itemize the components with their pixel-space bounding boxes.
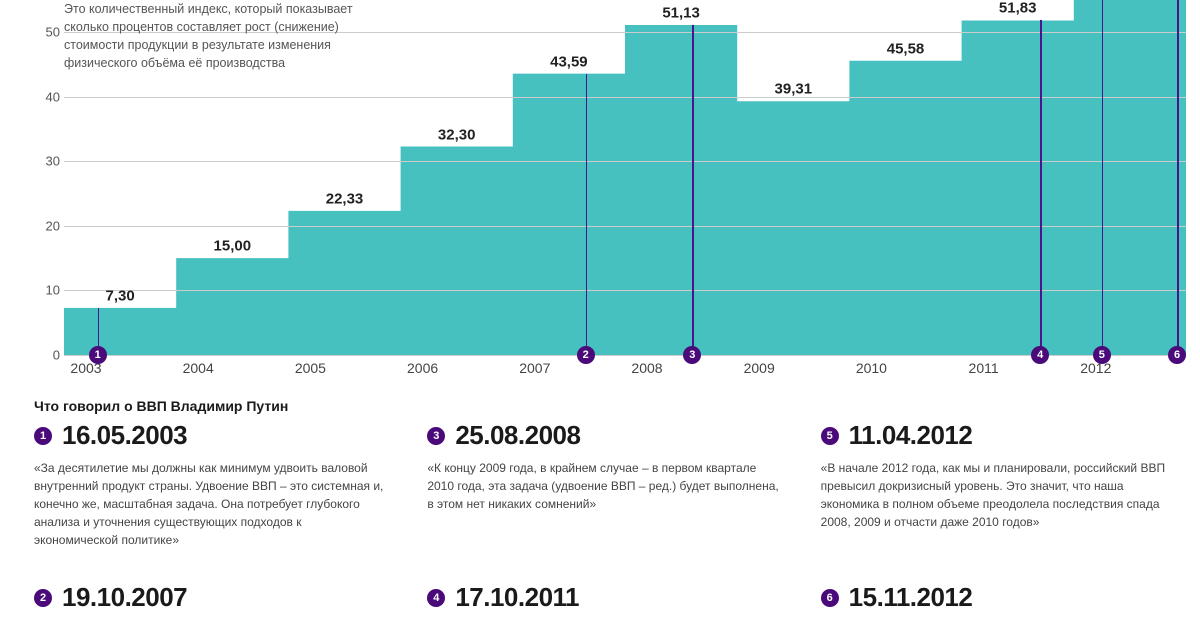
quote-1: 1 16.05.2003 «За десятилетие мы должны как… <box>34 420 387 549</box>
quote-number-badge: 2 <box>34 589 52 607</box>
quote-text: «За десятилетие мы должны как минимум уд… <box>34 459 387 549</box>
marker-stem <box>586 74 588 355</box>
quote-number-badge: 6 <box>821 589 839 607</box>
y-tick-label: 20 <box>36 218 60 233</box>
marker-dot-3: 3 <box>683 346 701 364</box>
marker-stem <box>692 25 694 355</box>
value-label: 15,00 <box>214 238 252 255</box>
quote-number-badge: 3 <box>427 427 445 445</box>
x-tick-label: 2008 <box>631 360 662 376</box>
quote-number-badge: 1 <box>34 427 52 445</box>
quote-number-badge: 4 <box>427 589 445 607</box>
x-tick-label: 2009 <box>744 360 775 376</box>
value-label: 22,33 <box>326 190 364 207</box>
x-tick-label: 2007 <box>519 360 550 376</box>
quote-2: 2 19.10.2007 <box>34 582 387 621</box>
quote-number-badge: 5 <box>821 427 839 445</box>
y-tick-label: 0 <box>36 348 60 363</box>
quote-head: 3 25.08.2008 <box>427 420 780 451</box>
quote-head: 6 15.11.2012 <box>821 582 1174 613</box>
quote-date: 16.05.2003 <box>62 420 187 451</box>
value-label: 7,30 <box>105 287 134 304</box>
quote-date: 11.04.2012 <box>849 420 973 451</box>
quotes-section-title: Что говорил о ВВП Владимир Путин <box>34 398 288 414</box>
y-tick-label: 30 <box>36 154 60 169</box>
quote-3: 3 25.08.2008 «К концу 2009 года, в крайнем… <box>427 420 780 549</box>
gridline <box>64 161 1186 162</box>
marker-stem <box>1040 20 1042 355</box>
gridline <box>64 97 1186 98</box>
gridline <box>64 226 1186 227</box>
marker-stem <box>1102 0 1104 355</box>
quote-4: 4 17.10.2011 <box>427 582 780 621</box>
quote-text: «В начале 2012 года, как мы и планировал… <box>821 459 1174 531</box>
y-tick-label: 10 <box>36 283 60 298</box>
quote-date: 19.10.2007 <box>62 582 187 613</box>
y-tick-label: 40 <box>36 89 60 104</box>
quote-6: 6 15.11.2012 <box>821 582 1174 621</box>
x-tick-label: 2004 <box>183 360 214 376</box>
value-label: 51,13 <box>662 5 700 22</box>
quote-text: «К концу 2009 года, в крайнем случае – в… <box>427 459 780 513</box>
marker-dot-4: 4 <box>1031 346 1049 364</box>
quotes-row-1: 1 16.05.2003 «За десятилетие мы должны как… <box>34 420 1174 549</box>
marker-dot-5: 5 <box>1093 346 1111 364</box>
value-label: 51,83 <box>999 0 1037 17</box>
x-tick-label: 2010 <box>856 360 887 376</box>
chart-description: Это количественный индекс, который показ… <box>64 0 394 73</box>
marker-dot-6: 6 <box>1168 346 1186 364</box>
quote-head: 1 16.05.2003 <box>34 420 387 451</box>
quotes-row-2: 2 19.10.2007 4 17.10.2011 6 15.11.2012 <box>34 582 1174 621</box>
value-label: 43,59 <box>550 53 588 70</box>
x-tick-label: 2011 <box>969 360 999 376</box>
quote-head: 4 17.10.2011 <box>427 582 780 613</box>
marker-dot-2: 2 <box>577 346 595 364</box>
value-label: 32,30 <box>438 126 476 143</box>
value-label: 45,58 <box>887 40 925 57</box>
y-tick-label: 50 <box>36 25 60 40</box>
quote-date: 25.08.2008 <box>455 420 580 451</box>
x-tick-label: 2005 <box>295 360 326 376</box>
quote-head: 2 19.10.2007 <box>34 582 387 613</box>
gridline <box>64 290 1186 291</box>
marker-stem <box>1177 0 1179 355</box>
gridline <box>64 355 1186 356</box>
quote-head: 5 11.04.2012 <box>821 420 1174 451</box>
x-tick-label: 2006 <box>407 360 438 376</box>
quote-date: 17.10.2011 <box>455 582 579 613</box>
value-label: 39,31 <box>775 81 813 98</box>
quote-date: 15.11.2012 <box>849 582 973 613</box>
marker-dot-1: 1 <box>89 346 107 364</box>
quote-5: 5 11.04.2012 «В начале 2012 года, как мы и… <box>821 420 1174 549</box>
